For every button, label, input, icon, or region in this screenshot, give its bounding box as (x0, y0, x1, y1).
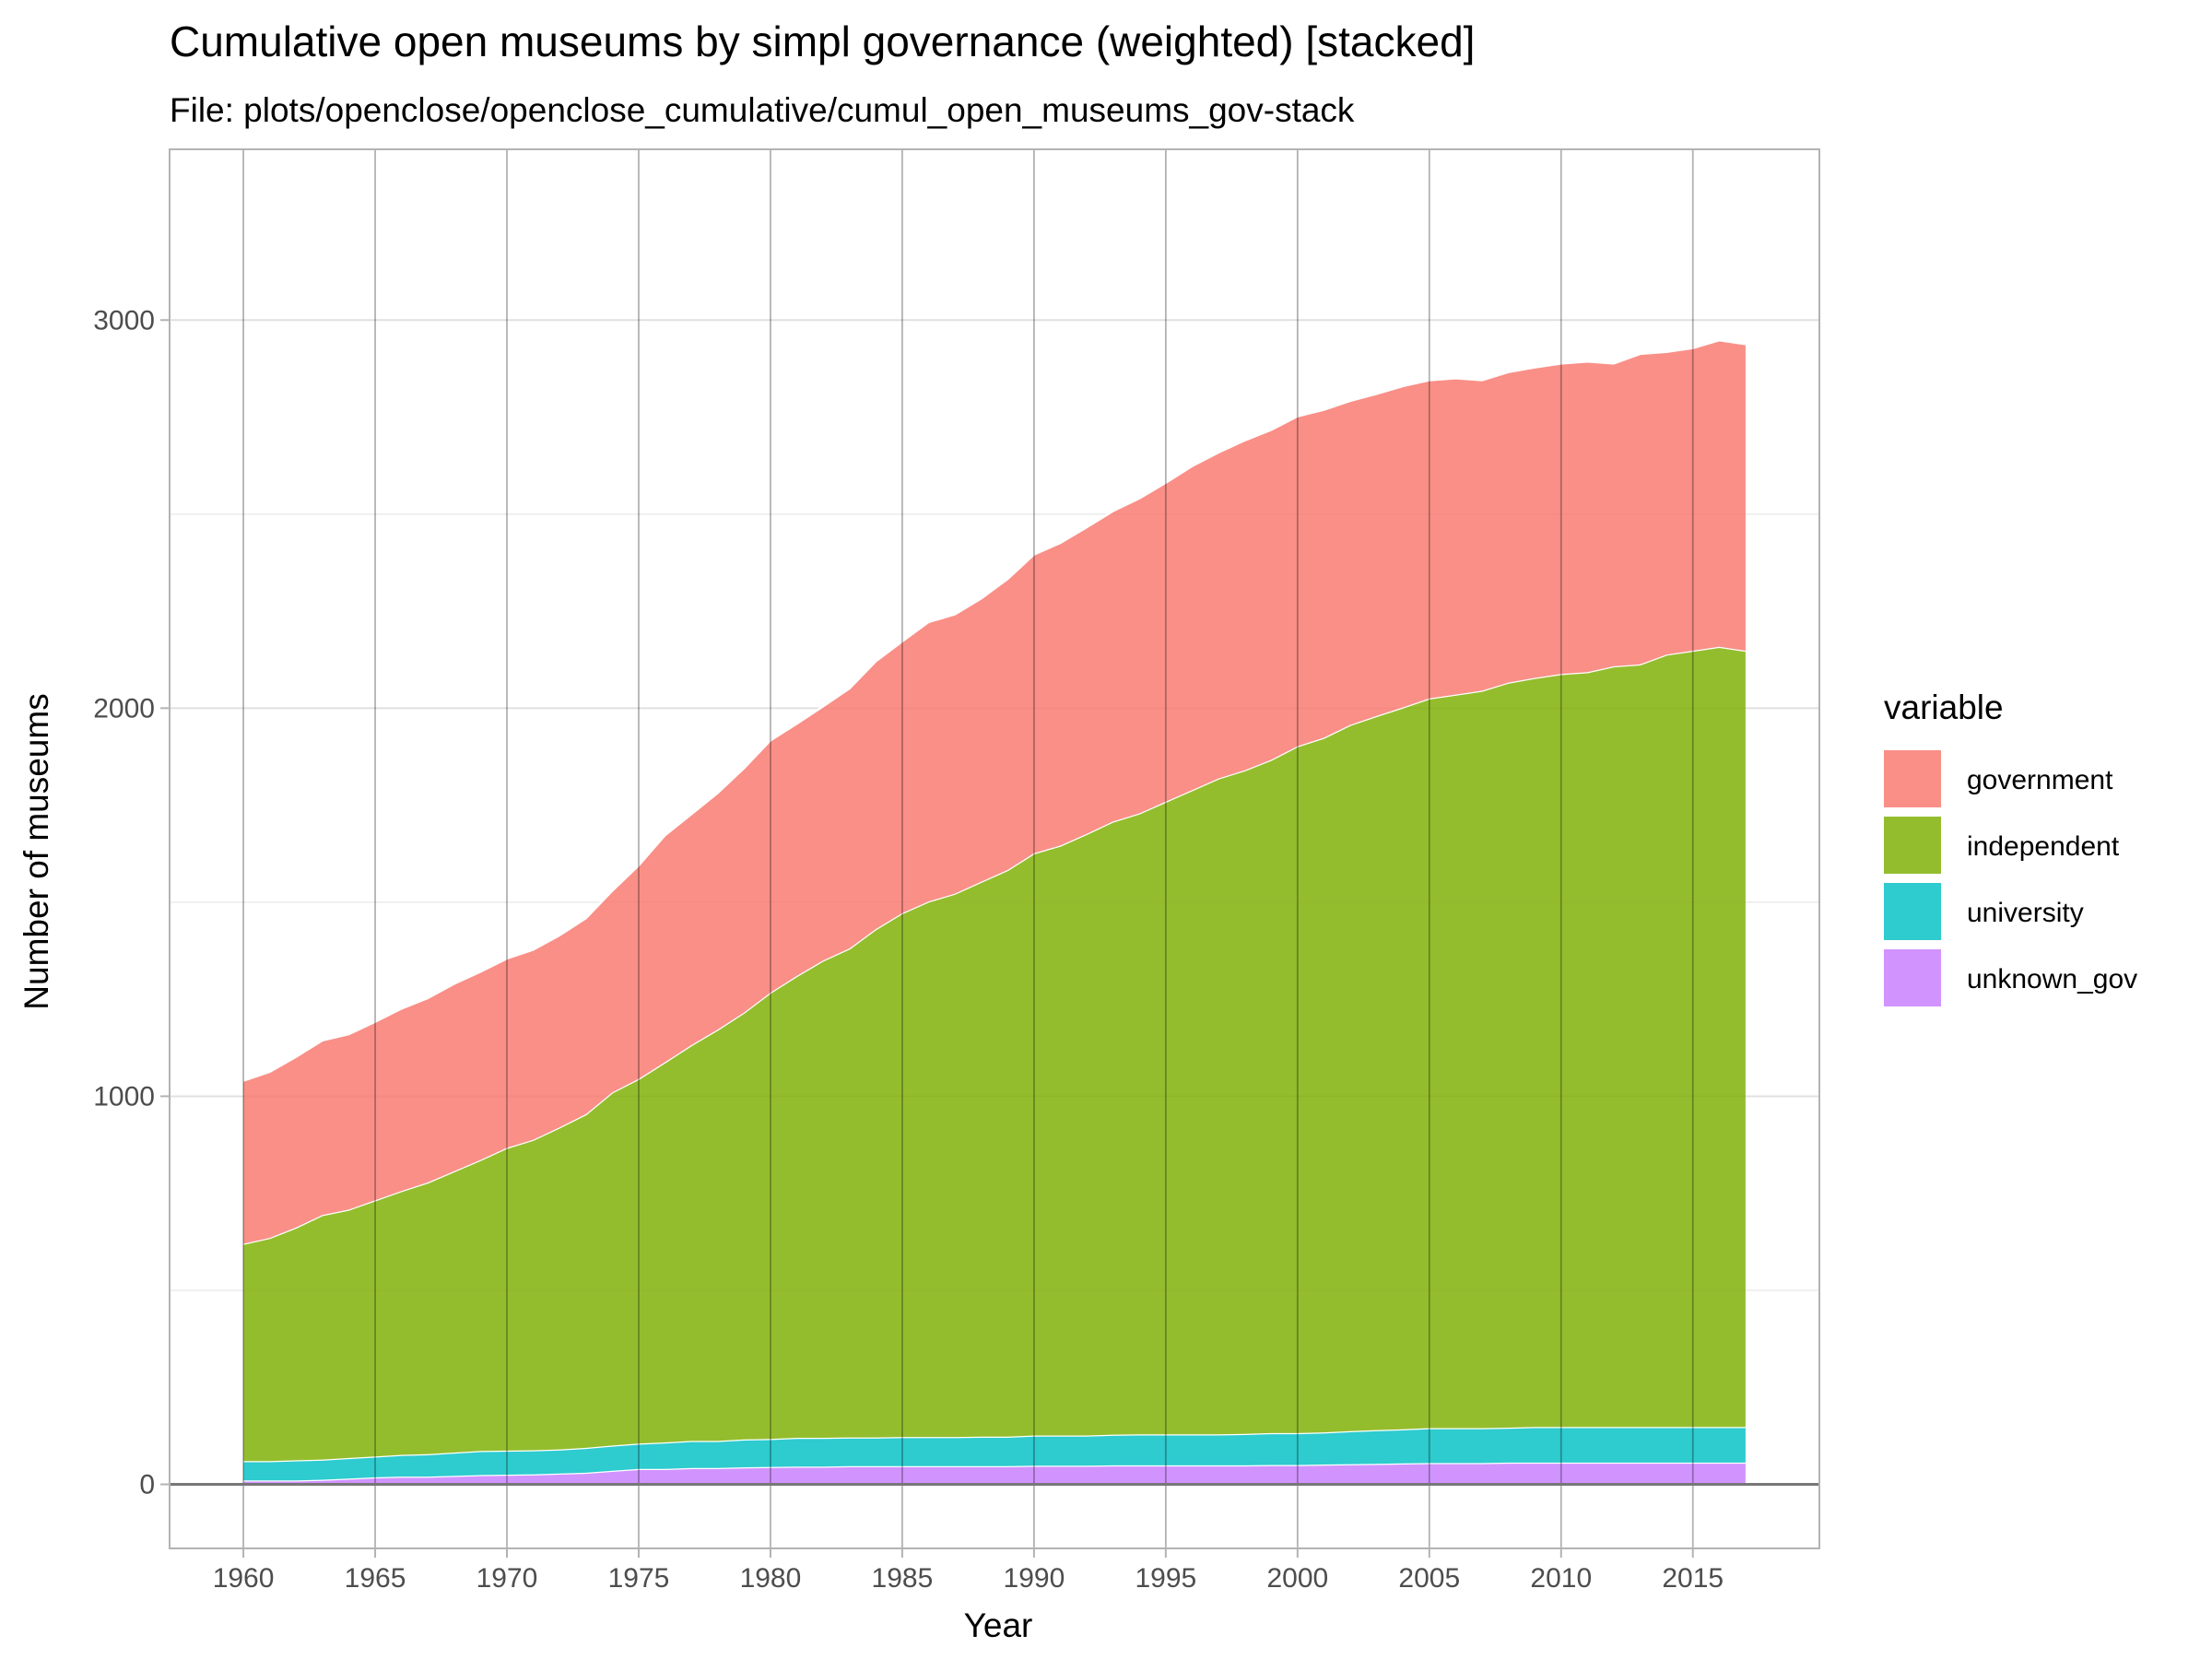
legend-label-unknown-gov: unknown_gov (1967, 964, 2137, 994)
x-tick-label: 1995 (1135, 1563, 1196, 1594)
area-university (243, 1427, 1746, 1481)
plot-panel (169, 148, 1820, 1549)
x-tick-label: 1970 (477, 1563, 538, 1594)
area-government (243, 340, 1746, 1244)
area-unknown-gov (243, 1462, 1746, 1485)
x-tick-label: 1975 (608, 1563, 670, 1594)
y-tick-label: 3000 (93, 305, 155, 335)
legend-label-university: university (1967, 898, 2084, 928)
y-tick-label: 0 (139, 1470, 155, 1500)
legend-swatch-government (1884, 750, 1941, 807)
legend-label-government: government (1967, 765, 2113, 795)
x-tick-label: 1990 (1004, 1563, 1065, 1594)
x-tick-label: 1960 (213, 1563, 275, 1594)
y-axis-title: Number of museums (18, 693, 55, 1009)
x-tick-label: 2005 (1398, 1563, 1460, 1594)
legend-label-independent: independent (1967, 831, 2120, 862)
x-tick-label: 2010 (1530, 1563, 1592, 1594)
stacked-areas (242, 338, 1747, 1485)
legend-swatch-university (1884, 883, 1941, 940)
area-independent (243, 646, 1746, 1462)
x-tick-label: 1985 (872, 1563, 934, 1594)
x-tick-label: 1965 (345, 1563, 406, 1594)
legend: variable government independent university… (1884, 688, 2137, 1006)
x-axis-ticks: 1960 1965 1970 1975 1980 1985 1990 1995 2000 2005… (213, 1548, 1724, 1594)
y-tick-label: 1000 (93, 1081, 155, 1112)
area-outline-government (242, 338, 1747, 1082)
chart-title: Cumulative open museums by simpl governa… (170, 18, 1475, 65)
legend-swatch-unknown-gov (1884, 949, 1941, 1006)
y-axis-ticks: 0 1000 2000 3000 (93, 305, 170, 1500)
chart-subtitle: File: plots/openclose/openclose_cumulati… (170, 91, 1355, 129)
y-tick-label: 2000 (93, 693, 155, 724)
vertical-grid-lines (242, 149, 1694, 1548)
legend-title: variable (1884, 688, 2004, 726)
panel-border (169, 148, 1820, 1549)
x-axis-title: Year (964, 1606, 1033, 1644)
x-tick-label: 2015 (1662, 1563, 1724, 1594)
legend-swatch-independent (1884, 817, 1941, 874)
x-tick-label: 1980 (740, 1563, 802, 1594)
x-tick-label: 2000 (1266, 1563, 1328, 1594)
